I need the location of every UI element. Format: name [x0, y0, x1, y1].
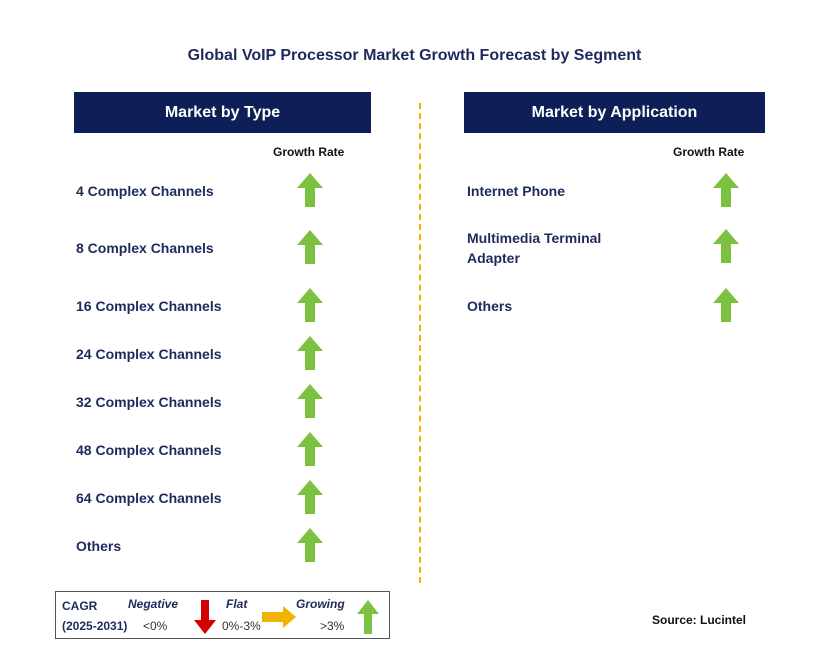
up-arrow-icon — [713, 173, 739, 207]
application-growth-rate-label: Growth Rate — [673, 145, 745, 159]
up-arrow-icon — [297, 480, 323, 514]
row-label-line: Others — [467, 298, 513, 314]
cagr-legend: CAGR (2025-2031) Negative <0% Flat 0%-3%… — [55, 591, 390, 639]
up-arrow-icon — [297, 432, 323, 466]
row-label: Multimedia Terminal Adapter — [467, 228, 601, 268]
legend-growing-range: >3% — [320, 619, 345, 633]
row-label: 64 Complex Channels — [76, 488, 222, 508]
row-label: 4 Complex Channels — [76, 181, 214, 201]
up-arrow-icon — [297, 173, 323, 207]
up-arrow-icon — [297, 230, 323, 264]
row-label: 16 Complex Channels — [76, 296, 222, 316]
up-arrow-icon — [713, 229, 739, 263]
row-label-line: 8 Complex Channels — [76, 240, 214, 256]
type-panel-header: Market by Type — [74, 92, 371, 133]
row-label: Others — [467, 296, 512, 316]
legend-growing-label: Growing — [296, 597, 345, 611]
type-growth-rate-label: Growth Rate — [273, 145, 345, 159]
source-note: Source: Lucintel — [652, 613, 747, 627]
row-label-line: 4 Complex Channels — [76, 183, 214, 199]
row-label: Others — [76, 536, 121, 556]
row-label-line: 64 Complex Channels — [76, 490, 222, 506]
up-arrow-icon — [297, 288, 323, 322]
row-label-line: 24 Complex Channels — [76, 346, 222, 362]
legend-flat-label: Flat — [226, 597, 248, 611]
up-arrow-icon — [713, 288, 739, 322]
legend-cagr-label: CAGR — [62, 599, 98, 613]
row-label-line: 32 Complex Channels — [76, 394, 222, 410]
row-label: Internet Phone — [467, 181, 565, 201]
row-label: 24 Complex Channels — [76, 344, 222, 364]
up-arrow-icon — [297, 336, 323, 370]
row-label-line: Internet Phone — [467, 183, 566, 199]
row-label: 32 Complex Channels — [76, 392, 222, 412]
legend-negative-range: <0% — [143, 619, 168, 633]
chart-title: Global VoIP Processor Market Growth Fore… — [187, 47, 642, 64]
application-panel-header: Market by Application — [464, 92, 765, 133]
legend-flat-range: 0%-3% — [222, 619, 261, 633]
right-arrow-icon — [262, 606, 296, 628]
panel-divider — [419, 103, 421, 583]
row-label-line: Multimedia Terminal — [467, 230, 602, 246]
up-arrow-icon — [297, 384, 323, 418]
row-label-line: 16 Complex Channels — [76, 298, 222, 314]
row-label-line: Adapter — [467, 250, 520, 266]
row-label: 48 Complex Channels — [76, 440, 222, 460]
row-label-line: 48 Complex Channels — [76, 442, 222, 458]
up-arrow-icon — [297, 528, 323, 562]
down-arrow-icon — [194, 600, 216, 634]
legend-negative-label: Negative — [128, 597, 179, 611]
up-arrow-icon — [357, 600, 379, 634]
row-label: 8 Complex Channels — [76, 238, 214, 258]
row-label-line: Others — [76, 538, 122, 554]
legend-period: (2025-2031) — [62, 619, 128, 633]
